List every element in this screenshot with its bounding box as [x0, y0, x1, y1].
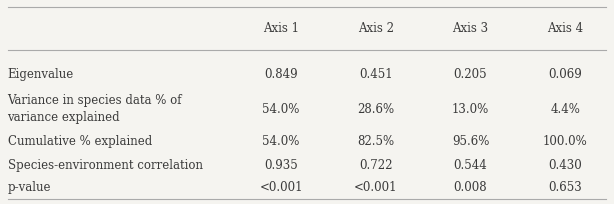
Text: 0.849: 0.849: [264, 68, 298, 81]
Text: 28.6%: 28.6%: [357, 103, 394, 115]
Text: 54.0%: 54.0%: [262, 103, 300, 115]
Text: Axis 1: Axis 1: [263, 22, 299, 35]
Text: <0.001: <0.001: [259, 181, 303, 194]
Text: 0.544: 0.544: [454, 159, 488, 172]
Text: 0.008: 0.008: [454, 181, 488, 194]
Text: Axis 2: Axis 2: [358, 22, 394, 35]
Text: 0.451: 0.451: [359, 68, 392, 81]
Text: p-value: p-value: [7, 181, 51, 194]
Text: 4.4%: 4.4%: [550, 103, 580, 115]
Text: 54.0%: 54.0%: [262, 135, 300, 148]
Text: 0.653: 0.653: [548, 181, 582, 194]
Text: Axis 4: Axis 4: [547, 22, 583, 35]
Text: 95.6%: 95.6%: [452, 135, 489, 148]
Text: 0.069: 0.069: [548, 68, 582, 81]
Text: Variance in species data % of
variance explained: Variance in species data % of variance e…: [7, 94, 182, 124]
Text: 0.722: 0.722: [359, 159, 392, 172]
Text: Eigenvalue: Eigenvalue: [7, 68, 74, 81]
Text: 100.0%: 100.0%: [543, 135, 588, 148]
Text: 0.935: 0.935: [264, 159, 298, 172]
Text: Cumulative % explained: Cumulative % explained: [7, 135, 152, 148]
Text: Species-environment correlation: Species-environment correlation: [7, 159, 203, 172]
Text: Axis 3: Axis 3: [453, 22, 489, 35]
Text: <0.001: <0.001: [354, 181, 397, 194]
Text: 82.5%: 82.5%: [357, 135, 394, 148]
Text: 0.430: 0.430: [548, 159, 582, 172]
Text: 0.205: 0.205: [454, 68, 488, 81]
Text: 13.0%: 13.0%: [452, 103, 489, 115]
